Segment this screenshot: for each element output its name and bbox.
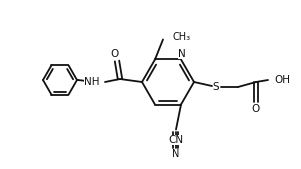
Text: CN: CN — [169, 135, 184, 144]
Text: N: N — [172, 149, 180, 159]
Text: O: O — [111, 49, 119, 59]
Text: NH: NH — [85, 77, 100, 87]
Text: N: N — [178, 50, 186, 59]
Text: OH: OH — [274, 75, 290, 85]
Text: CH₃: CH₃ — [173, 32, 191, 42]
Text: O: O — [252, 104, 260, 114]
Text: S: S — [213, 82, 219, 92]
